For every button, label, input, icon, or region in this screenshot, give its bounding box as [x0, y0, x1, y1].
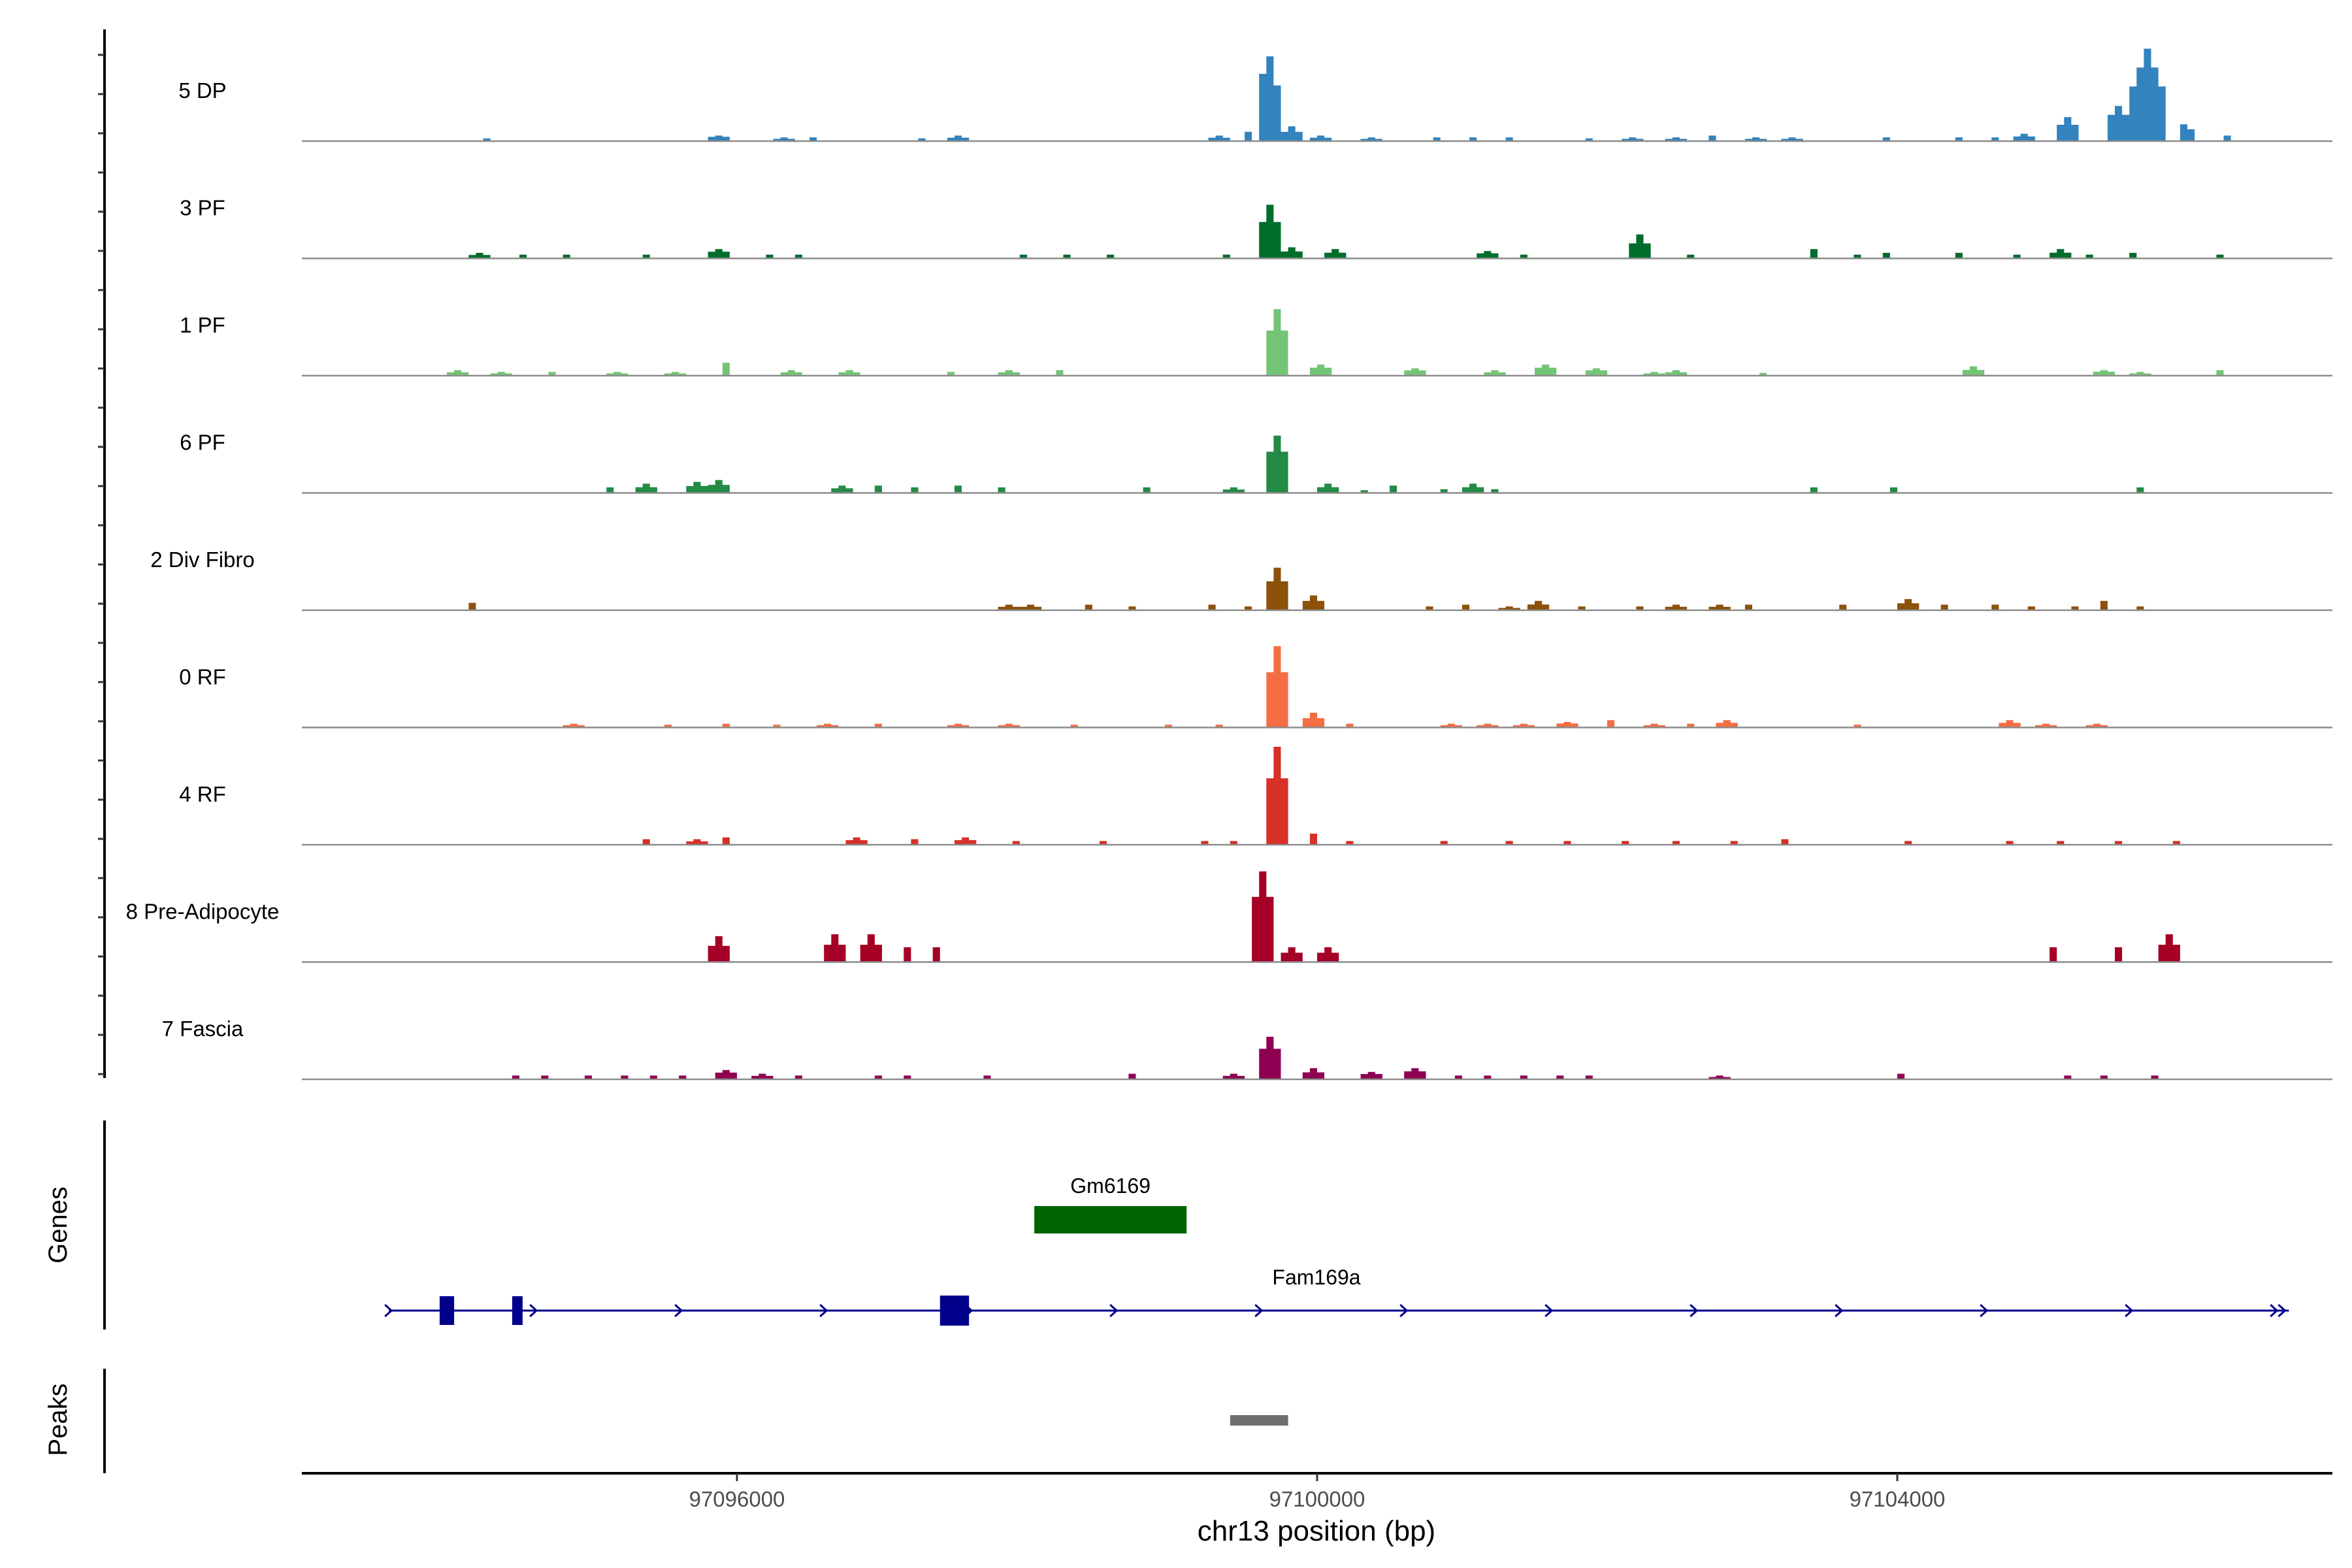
coverage-area: [642, 747, 2180, 845]
track-8-pre-adipocyte: 8 Pre-Adipocyte: [126, 871, 2332, 963]
peaks-track: [1230, 1415, 1288, 1426]
strand-arrow: [1980, 1303, 1989, 1318]
track-label: 0 RF: [179, 665, 226, 689]
strand-arrow: [1254, 1303, 1264, 1318]
track-label: 7 Fascia: [162, 1017, 244, 1041]
track-label: 8 Pre-Adipocyte: [126, 900, 280, 924]
gene-label-fam169a: Fam169a: [1272, 1266, 1360, 1289]
track-label: 3 PF: [180, 196, 225, 220]
gene-label-gm6169: Gm6169: [1070, 1174, 1151, 1198]
exon: [939, 1296, 970, 1326]
track-7-fascia: 7 Fascia: [162, 1017, 2332, 1081]
strand-arrow: [819, 1303, 828, 1318]
x-axis-title: chr13 position (bp): [1198, 1515, 1435, 1547]
strand-arrow: [1690, 1303, 1699, 1318]
strand-arrow: [529, 1303, 538, 1318]
strand-arrow: [2270, 1303, 2279, 1318]
strand-arrow: [1835, 1303, 1844, 1318]
track-label: 6 PF: [180, 431, 225, 455]
coverage-area: [512, 1036, 2159, 1079]
track-label: 4 RF: [179, 782, 226, 806]
peak: [1230, 1415, 1288, 1426]
coverage-area: [606, 435, 2144, 493]
strand-arrow: [1399, 1303, 1409, 1318]
track-label: 2 Div Fibro: [150, 547, 255, 572]
strand-arrow: [674, 1303, 683, 1318]
x-tick-label: 97096000: [689, 1487, 785, 1511]
coverage-area: [468, 567, 2144, 610]
x-tick-label: 97100000: [1269, 1487, 1365, 1511]
coverage-area: [447, 309, 2224, 376]
genes-track: Gm6169 Fam169a: [384, 1174, 2289, 1326]
genes-panel-label: Genes: [44, 1186, 73, 1264]
track-2-div-fibro: 2 Div Fibro: [150, 547, 2332, 612]
track-label: 5 DP: [178, 78, 226, 103]
coverage-area: [563, 646, 2108, 728]
track-4-rf: 4 RF: [179, 747, 2332, 846]
track-1-pf: 1 PF: [180, 309, 2332, 377]
strand-arrow: [1544, 1303, 1554, 1318]
exon: [439, 1296, 455, 1325]
track-label: 1 PF: [180, 313, 225, 337]
strand-arrow: [384, 1303, 393, 1318]
strand-arrow: [1109, 1303, 1119, 1318]
track-6-pf: 6 PF: [180, 431, 2332, 494]
coverage-y-axis: [98, 29, 106, 1078]
track-0-rf: 0 RF: [179, 646, 2332, 728]
coverage-tracks: 5 DP 3 PF 1 PF 6 PF 2 Div Fibro 0 RF 4 RF 8 Pre…: [126, 48, 2332, 1081]
exon: [512, 1296, 523, 1325]
track-5-dp: 5 DP: [178, 48, 2332, 142]
peaks-panel-label: Peaks: [44, 1383, 73, 1456]
x-tick-label: 97104000: [1850, 1487, 1946, 1511]
coverage-area: [708, 871, 2180, 962]
coverage-area: [483, 48, 2231, 141]
coverage-area: [468, 204, 2224, 259]
gene-gm6169: [1034, 1206, 1187, 1233]
strand-arrow: [2125, 1303, 2134, 1318]
x-axis-ticks: 97096000 97100000 97104000: [689, 1473, 1946, 1511]
strand-arrow: [2278, 1303, 2287, 1318]
track-3-pf: 3 PF: [180, 196, 2332, 259]
